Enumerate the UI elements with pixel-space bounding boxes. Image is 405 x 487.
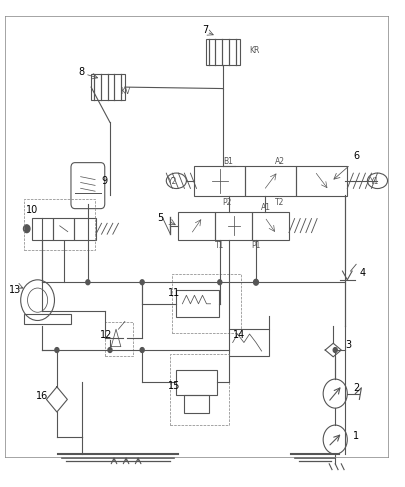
Text: T1: T1 (215, 241, 224, 250)
Text: 14: 14 (232, 330, 245, 340)
Bar (53, 218, 75, 240)
Circle shape (218, 280, 222, 285)
Bar (229, 329, 269, 356)
Text: P1: P1 (252, 241, 261, 250)
Text: 12: 12 (100, 330, 112, 340)
Bar (176, 371, 217, 394)
Text: 4: 4 (359, 268, 365, 279)
Bar (296, 166, 347, 196)
Circle shape (86, 280, 90, 285)
Text: A2: A2 (275, 157, 285, 166)
Text: KR: KR (249, 46, 259, 55)
Bar (91, 74, 125, 100)
Circle shape (140, 348, 144, 353)
Bar (32, 218, 53, 240)
Text: Y2: Y2 (168, 177, 178, 186)
Circle shape (333, 348, 337, 353)
Text: 6: 6 (353, 151, 360, 161)
Bar (171, 355, 229, 425)
Text: P2: P2 (222, 198, 231, 207)
Bar (176, 290, 219, 317)
Text: 1: 1 (353, 431, 360, 441)
Circle shape (55, 348, 59, 353)
Bar (105, 322, 133, 356)
Text: 10: 10 (26, 206, 38, 215)
Bar (178, 211, 215, 240)
Bar (206, 39, 239, 65)
Bar (184, 394, 209, 413)
Bar (252, 211, 289, 240)
Bar (194, 166, 245, 196)
Text: 8: 8 (79, 67, 85, 77)
Text: 7: 7 (202, 25, 208, 35)
Bar (24, 314, 70, 324)
Text: 2: 2 (353, 383, 360, 393)
Text: 5: 5 (158, 213, 164, 223)
Bar (215, 211, 252, 240)
Bar (173, 275, 241, 333)
Text: KV: KV (120, 87, 130, 96)
Circle shape (140, 280, 144, 285)
Text: Y1: Y1 (369, 177, 379, 186)
Circle shape (254, 280, 258, 285)
Text: 15: 15 (168, 381, 181, 391)
Text: 13: 13 (9, 285, 21, 295)
Text: B1: B1 (224, 157, 234, 166)
Text: A1: A1 (261, 203, 271, 212)
Bar (24, 200, 95, 250)
Text: 9: 9 (101, 176, 107, 187)
Circle shape (23, 225, 30, 233)
Text: T2: T2 (275, 198, 285, 207)
Text: 3: 3 (345, 339, 352, 350)
Bar (75, 218, 96, 240)
Text: 16: 16 (36, 392, 48, 401)
Bar (245, 166, 296, 196)
Text: 11: 11 (168, 288, 180, 298)
Circle shape (108, 348, 112, 353)
